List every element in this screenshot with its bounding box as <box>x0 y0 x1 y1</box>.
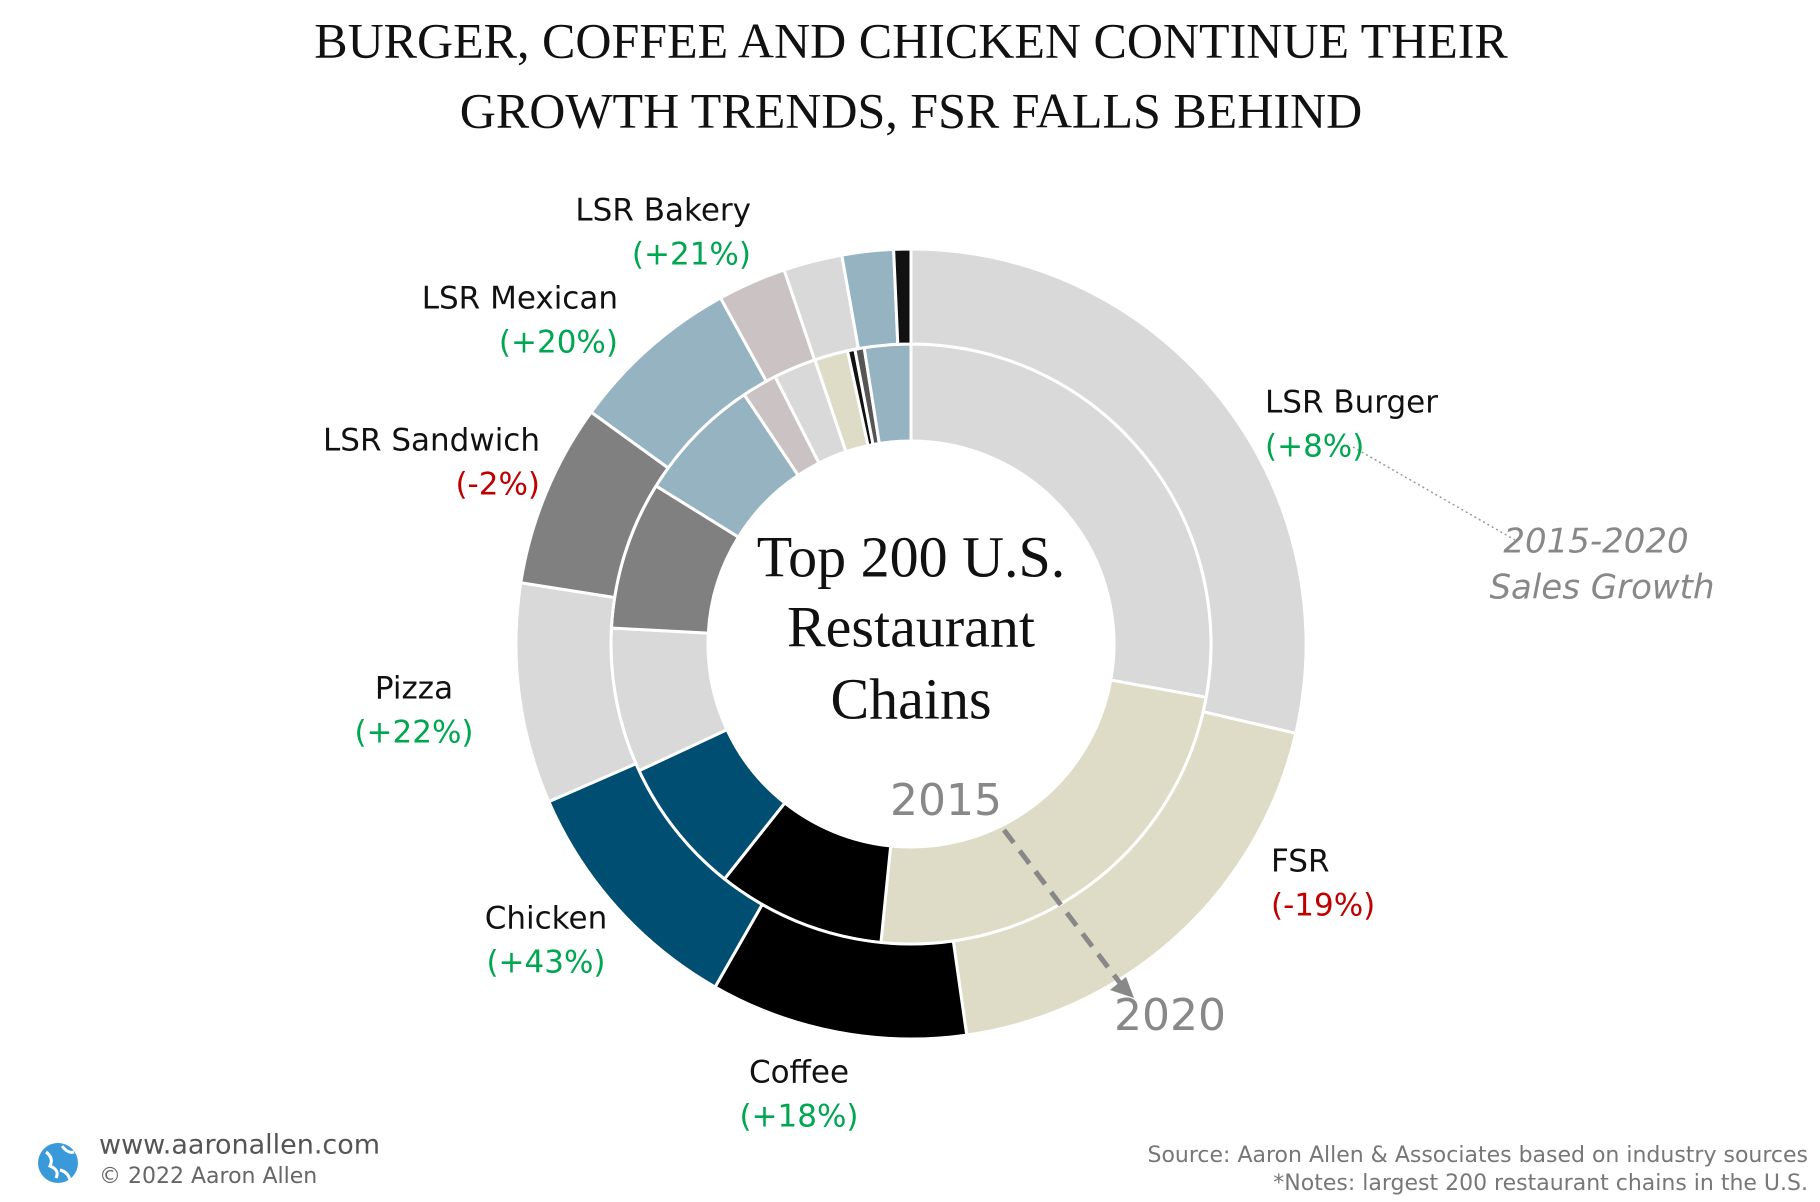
ring-label: 2020 <box>1114 990 1226 1041</box>
growth-label: (-19%) <box>1271 888 1375 924</box>
growth-label: (-2%) <box>455 467 540 503</box>
growth-label: (+20%) <box>499 325 618 361</box>
growth-label: (+8%) <box>1265 429 1364 465</box>
copyright: © 2022 Aaron Allen <box>99 1164 317 1189</box>
donut-segment <box>892 247 913 346</box>
category-label: LSR Burger <box>1265 385 1438 421</box>
logo-globe-detail <box>45 1145 75 1181</box>
source: Source: Aaron Allen & Associates based o… <box>1147 1143 1808 1168</box>
growth-label: (+21%) <box>632 237 751 273</box>
growth-note: 2015-2020 <box>1503 522 1688 562</box>
growth-label: (+22%) <box>354 715 473 751</box>
donut-segment <box>909 247 1308 736</box>
category-label: LSR Sandwich <box>323 423 540 459</box>
center-label: Restaurant <box>787 594 1035 659</box>
category-label: Pizza <box>375 671 453 707</box>
labels: LSR Burger (+8%) FSR (-19%) Coffee (+18%) Chic… <box>323 193 1438 1135</box>
arrow-head <box>1110 977 1134 998</box>
chart-title: BURGER, COFFEE AND CHICKEN CONTINUE THEI… <box>314 12 1508 68</box>
category-label: LSR Mexican <box>422 281 618 317</box>
ring-label: 2015 <box>890 775 1002 826</box>
growth-label: (+18%) <box>739 1099 858 1135</box>
center-label: Chains <box>830 666 991 731</box>
category-label: FSR <box>1271 844 1330 880</box>
chart-title: GROWTH TRENDS, FSR FALLS BEHIND <box>460 82 1362 138</box>
center-label: Top 200 U.S. <box>757 524 1066 589</box>
website: www.aaronallen.com <box>99 1130 380 1161</box>
notes: *Notes: largest 200 restaurant chains in… <box>1273 1171 1808 1196</box>
category-label: Chicken <box>485 901 608 937</box>
category-label: Coffee <box>749 1055 849 1091</box>
leader-line <box>1352 446 1516 541</box>
growth-label: (+43%) <box>486 945 605 981</box>
category-label: LSR Bakery <box>575 193 751 229</box>
year-arrow <box>1002 828 1122 985</box>
donut <box>514 247 1308 1041</box>
growth-note: Sales Growth <box>1489 568 1714 608</box>
